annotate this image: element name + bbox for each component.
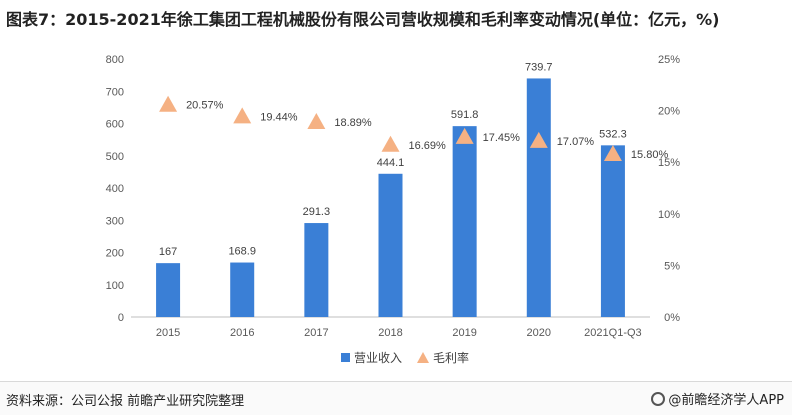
source-note: 资料来源：公司公报 前瞻产业研究院整理 [6, 394, 245, 409]
x-tick-label: 2017 [304, 327, 328, 339]
brand-credit: @前瞻经济学人APP [651, 389, 784, 408]
bar [304, 223, 329, 317]
y-left-tick-label: 0 [118, 312, 124, 324]
y-left-tick-label: 200 [106, 248, 124, 260]
margin-data-label: 17.45% [483, 132, 521, 144]
y-right-tick-label: 25% [658, 54, 680, 66]
bar-data-label: 739.7 [525, 61, 553, 73]
x-tick-label: 2016 [230, 327, 254, 339]
bar-data-label: 591.8 [451, 109, 479, 121]
y-left-tick-label: 100 [106, 280, 124, 292]
chart-title: 图表7：2015-2021年徐工集团工程机械股份有限公司营收规模和毛利率变动情况… [6, 10, 720, 29]
margin-marker [529, 131, 548, 148]
y-left-tick-label: 400 [106, 183, 124, 195]
margin-data-label: 19.44% [260, 111, 298, 123]
y-right-tick-label: 20% [658, 106, 680, 118]
bar [230, 262, 255, 317]
y-left-tick-label: 300 [106, 215, 124, 227]
margin-marker [603, 144, 622, 161]
margin-marker [381, 135, 400, 152]
bar [526, 78, 551, 317]
margin-marker [307, 113, 326, 130]
legend-label-revenue: 营业收入 [354, 351, 402, 365]
margin-data-label: 15.80% [631, 149, 669, 161]
bar [452, 126, 477, 317]
margin-marker [455, 127, 474, 144]
margin-data-label: 20.57% [186, 100, 224, 112]
y-left-tick-label: 500 [106, 151, 124, 163]
footer-bar: 资料来源：公司公报 前瞻产业研究院整理 @前瞻经济学人APP [0, 381, 792, 415]
legend-swatch-revenue [341, 353, 350, 362]
bar [156, 263, 181, 317]
y-left-tick-label: 600 [106, 119, 124, 131]
x-tick-label: 2021Q1-Q3 [584, 327, 641, 339]
combo-chart: 0 100 200 300 400 500 600 700 800 0% 5% 10% 15% 20% 25… [106, 54, 681, 365]
bar-data-label: 167 [159, 246, 177, 258]
margin-data-label: 16.69% [409, 140, 447, 152]
x-tick-label: 2019 [452, 327, 476, 339]
x-tick-label: 2015 [156, 327, 180, 339]
bar-data-label: 168.9 [228, 246, 256, 258]
margin-marker [233, 107, 252, 124]
bar [378, 173, 403, 317]
bar-data-label: 291.3 [303, 206, 331, 218]
x-tick-label: 2020 [527, 327, 551, 339]
y-right-tick-label: 15% [658, 157, 680, 169]
margin-data-label: 17.07% [557, 136, 595, 148]
y-left-tick-label: 700 [106, 86, 124, 98]
y-right-tick-label: 0% [664, 312, 680, 324]
bar [600, 145, 625, 317]
y-right-tick-label: 10% [658, 209, 680, 221]
margin-marker [159, 95, 178, 112]
bar-data-label: 444.1 [377, 157, 405, 169]
legend-label-margin: 毛利率 [433, 350, 469, 365]
y-right-tick-label: 5% [664, 260, 680, 272]
x-tick-label: 2018 [378, 327, 402, 339]
brand-label: @前瞻经济学人APP [668, 393, 784, 408]
bar-data-label: 532.3 [599, 128, 627, 140]
legend-swatch-margin [417, 352, 429, 363]
brand-logo-icon [651, 392, 666, 406]
y-left-tick-label: 800 [106, 54, 124, 66]
margin-data-label: 18.89% [334, 117, 372, 129]
